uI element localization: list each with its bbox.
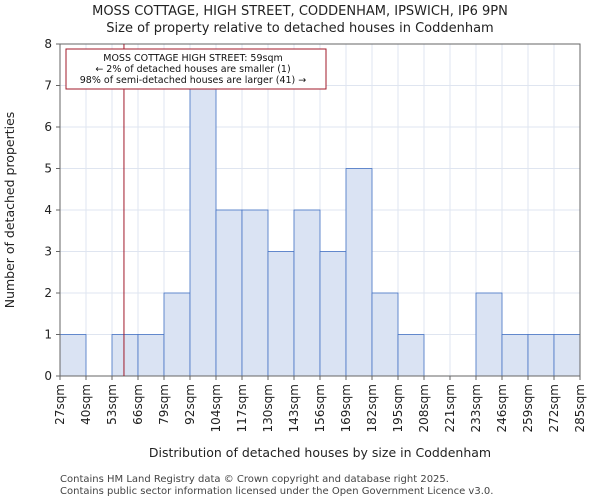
x-tick-label: 169sqm [339,384,353,432]
x-tick-label: 182sqm [365,384,379,432]
x-tick-label: 79sqm [157,384,171,425]
x-tick-label: 259sqm [521,384,535,432]
x-tick-label: 285sqm [573,384,587,432]
y-axis-label: Number of detached properties [2,112,17,309]
y-tick-label: 6 [44,120,52,134]
histogram-bar [267,251,295,377]
y-tick-label: 1 [44,328,52,342]
x-tick-label: 53sqm [105,384,119,425]
x-tick-label: 27sqm [53,384,67,425]
histogram-bar [241,209,269,377]
annotation-line-1: MOSS COTTAGE HIGH STREET: 59sqm [103,53,283,64]
y-tick-label: 0 [44,369,52,383]
footer-licence: Contains public sector information licen… [60,486,493,497]
histogram-bar [293,209,321,377]
x-tick-label: 92sqm [183,384,197,425]
x-tick-label: 40sqm [79,384,93,425]
y-tick-label: 2 [44,286,52,300]
x-tick-label: 233sqm [469,384,483,432]
chart-title: MOSS COTTAGE, HIGH STREET, CODDENHAM, IP… [92,4,508,19]
x-tick-label: 208sqm [417,384,431,432]
histogram-bar [111,334,139,377]
histogram-bar [527,334,555,377]
chart-subtitle: Size of property relative to detached ho… [106,21,493,36]
x-tick-label: 272sqm [547,384,561,432]
y-axis-ticks: 0 1 2 3 4 5 6 7 8 [44,37,60,383]
annotation-box: MOSS COTTAGE HIGH STREET: 59sqm ← 2% of … [65,48,327,90]
x-axis-label: Distribution of detached houses by size … [149,445,491,460]
histogram-bar [137,334,165,377]
bars [59,85,581,377]
annotation-border [65,48,327,90]
histogram-bar [475,292,503,377]
histogram-bar [163,292,191,377]
x-tick-label: 221sqm [443,384,457,432]
x-tick-label: 130sqm [261,384,275,432]
annotation-line-3: 98% of semi-detached houses are larger (… [80,75,307,86]
y-tick-label: 4 [44,203,52,217]
histogram-bar [319,251,347,377]
x-axis-ticks: 27sqm 40sqm 53sqm 66sqm 79sqm 92sqm 104sqm 117s… [53,376,587,432]
x-tick-label: 246sqm [495,384,509,432]
annotation-line-2: ← 2% of detached houses are smaller (1) [95,64,290,75]
footer-copyright: Contains HM Land Registry data © Crown c… [60,474,449,485]
x-tick-label: 117sqm [235,384,249,432]
y-tick-label: 8 [44,37,52,51]
y-tick-label: 3 [44,245,52,259]
histogram-bar [371,292,399,377]
x-tick-label: 195sqm [391,384,405,432]
plot-frame [59,43,581,377]
x-tick-label: 104sqm [209,384,223,432]
x-tick-label: 66sqm [131,384,145,425]
x-tick-label: 156sqm [313,384,327,432]
histogram-bar [501,334,529,377]
histogram-bar [189,85,217,377]
histogram-bar [397,334,425,377]
y-tick-label: 7 [44,79,52,93]
histogram-bar [215,209,243,377]
histogram-bar [345,168,373,377]
histogram-bar [59,334,87,377]
x-tick-label: 143sqm [287,384,301,432]
histogram-bar [553,334,581,377]
y-tick-label: 5 [44,162,52,176]
